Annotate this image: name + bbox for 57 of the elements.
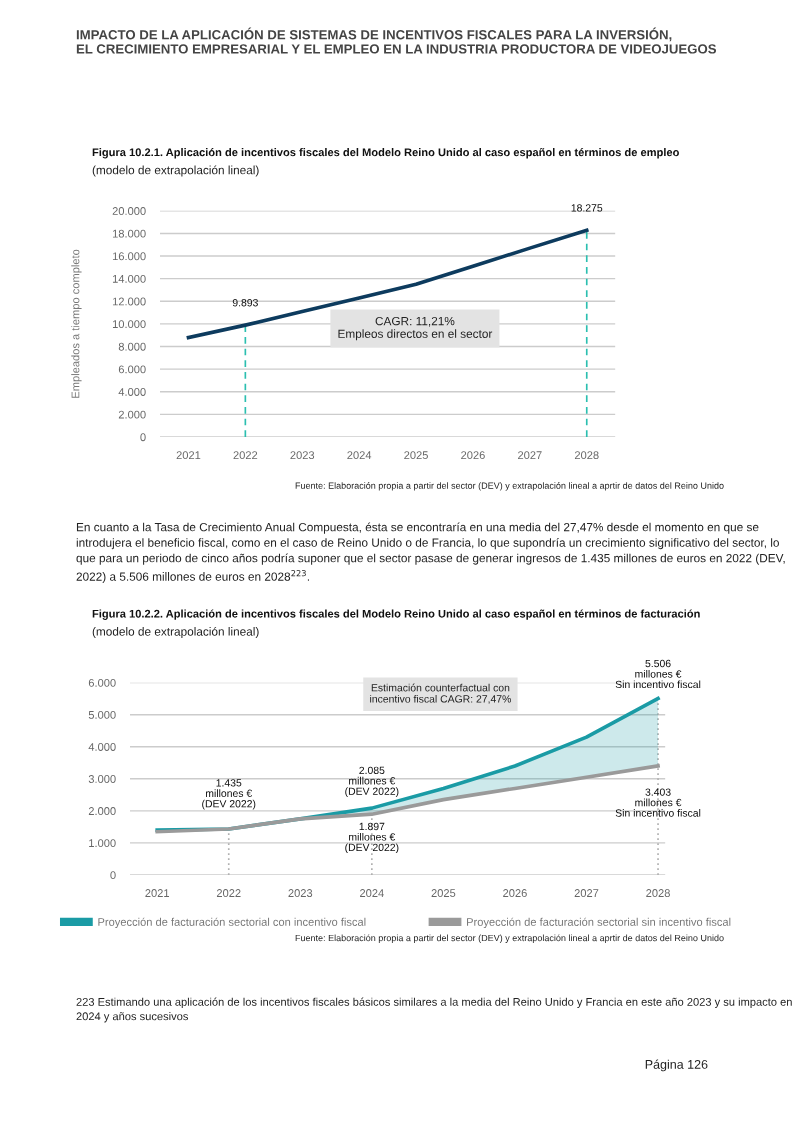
text: Página 126 <box>645 1059 708 1072</box>
y-tick-label: 18.000 <box>112 229 146 238</box>
annotation: 5.506 millones € Sin incentivo fiscal <box>615 659 701 689</box>
x-tick-label: 2022 <box>216 889 241 897</box>
legend-label: Proyección de facturación sectorial sin incentivo fiscal <box>467 917 731 929</box>
annotation: 18.275 <box>571 204 603 212</box>
source-note: Fuente: Elaboración propia a partir del sector (DEV) y extrapolación lineal a aprtir de datos del Reino Unido <box>295 934 724 943</box>
y-tick-label: 0 <box>110 871 116 880</box>
y-tick-label: 5.000 <box>88 710 116 719</box>
y-tick-label: 4.000 <box>88 743 116 751</box>
x-tick-label: 2022 <box>233 451 258 460</box>
legend-label: Proyección de facturación sectorial con incentivo fiscal <box>98 917 366 929</box>
y-tick-label: 12.000 <box>112 297 146 306</box>
chart-subtitle: (modelo de extrapolación lineal) <box>92 165 259 177</box>
text: 223 Estimando una aplicación de los incentivos fiscales básicos similares a la media del Reino Unido y Francia en este año 2023 y su impacto en 2024 y años sucesivos <box>76 997 792 1023</box>
chart-subtitle: (modelo de extrapolación lineal) <box>92 626 259 639</box>
text: En cuanto a la Tasa de Crecimiento Anual Compuesta, ésta se encontraría en una media del 27,47% desde el momento en que se introdujera el beneficio fiscal, como en el caso de Reino Unido o de Francia, lo que supondría un crecimiento significativo del sector, lo que para un periodo de cinco años podría suponer que el sector pasase de generar ingresos de 1.435 millones de euros en 2022 (DEV, 2022) a 5.506 millones de euros en 2028$^{223}$. <box>76 522 785 584</box>
y-tick-label: 1.000 <box>89 839 116 848</box>
y-tick-label: 2.000 <box>118 410 146 419</box>
y-tick-label: 6.000 <box>118 365 146 374</box>
line-series <box>186 228 589 340</box>
x-tick-label: 2028 <box>646 889 670 897</box>
x-tick-label: 2024 <box>360 889 384 897</box>
annotation: CAGR: 11,21% Empleos directos en el sector <box>338 316 493 341</box>
y-axis-title: Empleados a tiempo completo <box>71 249 82 398</box>
x-tick-label: 2023 <box>290 451 315 460</box>
x-tick-label: 2021 <box>176 451 201 460</box>
y-tick-label: 16.000 <box>112 252 146 261</box>
x-tick-label: 2028 <box>574 451 599 460</box>
x-tick-label: 2027 <box>518 451 542 460</box>
x-tick-label: 2025 <box>404 451 428 460</box>
x-tick-label: 2027 <box>574 889 599 897</box>
y-tick-label: 0 <box>140 433 146 442</box>
x-tick-label: 2024 <box>347 451 372 460</box>
y-tick-label: 2.000 <box>88 807 116 815</box>
annotation: 1.897 millones € (DEV 2022) <box>345 822 399 854</box>
annotation: 3.403 millones € Sin incentivo fiscal <box>615 788 701 817</box>
text: IMPACTO DE LA APLICACIÓN DE SISTEMAS DE INCENTIVOS FISCALES PARA LA INVERSIÓN, EL CRECIMIENTO EMPRESARIAL Y EL EMPLEO EN LA INDUSTRIA PRODUCTORA DE VIDEOJUEGOS <box>76 27 717 54</box>
chart-title: Figura 10.2.1. Aplicación de incentivos fiscales del Modelo Reino Unido al caso español en términos de empleo <box>92 147 679 159</box>
y-tick-label: 6.000 <box>88 678 116 687</box>
y-tick-label: 3.000 <box>88 775 116 783</box>
x-tick-label: 2026 <box>461 451 485 460</box>
annotation: 1.435 millones € (DEV 2022) <box>202 779 256 810</box>
annotation: 9.893 <box>232 299 258 307</box>
x-tick-label: 2023 <box>288 889 313 897</box>
y-tick-label: 4.000 <box>118 388 146 396</box>
source-note: Fuente: Elaboración propia a partir del sector (DEV) y extrapolación lineal a aprtir de datos del Reino Unido <box>295 482 724 491</box>
chart-title: Figura 10.2.2. Aplicación de incentivos fiscales del Modelo Reino Unido al caso español en términos de facturación <box>92 609 700 620</box>
y-tick-label: 10.000 <box>112 320 146 329</box>
annotation: 2.085 millones € (DEV 2022) <box>345 766 399 798</box>
x-tick-label: 2021 <box>145 889 170 897</box>
y-tick-label: 20.000 <box>112 207 146 215</box>
annotation: Estimación counterfactual con incentivo fiscal CAGR: 27,47% <box>370 683 511 704</box>
y-tick-label: 8.000 <box>118 342 146 351</box>
x-tick-label: 2026 <box>503 889 527 897</box>
x-tick-label: 2025 <box>431 889 456 897</box>
y-tick-label: 14.000 <box>112 274 146 283</box>
